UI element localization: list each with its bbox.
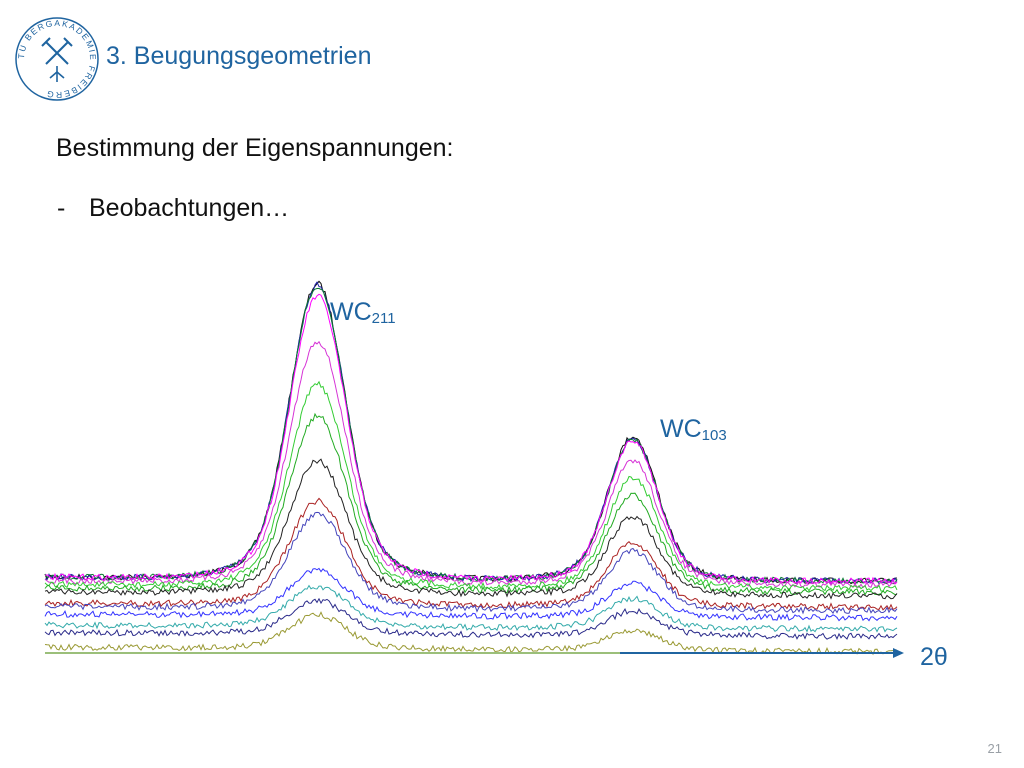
- page-number: 21: [987, 741, 1002, 756]
- series-line-7: [44, 412, 898, 596]
- series-line-2: [44, 281, 898, 585]
- tree-icon: [49, 66, 65, 82]
- series-line-13: [44, 597, 898, 641]
- bullet-marker: -: [57, 194, 66, 222]
- series-line-1: [44, 280, 898, 585]
- series-group: [44, 280, 898, 656]
- hammer-pick-icon: [41, 37, 73, 65]
- series-line-8: [44, 458, 898, 600]
- section-heading: Bestimmung der Eigenspannungen:: [56, 134, 454, 162]
- x-axis-label: 2θ: [920, 643, 948, 671]
- series-line-6: [44, 380, 898, 592]
- series-line-4: [44, 293, 898, 585]
- bullet-text: Beobachtungen…: [89, 194, 290, 222]
- series-line-12: [44, 584, 898, 633]
- series-line-5: [44, 340, 898, 589]
- slide-title: 3. Beugungsgeometrien: [106, 42, 372, 70]
- series-line-14: [44, 611, 898, 656]
- series-line-9: [44, 497, 898, 611]
- university-logo: TU BERGAKADEMIE FREIBERG: [15, 17, 99, 101]
- series-line-11: [44, 567, 898, 622]
- series-line-10: [44, 511, 898, 615]
- peak-label-wc103: WC103: [660, 415, 727, 444]
- x-axis-arrowhead: [893, 648, 904, 658]
- peak-label-wc211: WC211: [330, 298, 396, 327]
- series-line-3: [44, 287, 898, 585]
